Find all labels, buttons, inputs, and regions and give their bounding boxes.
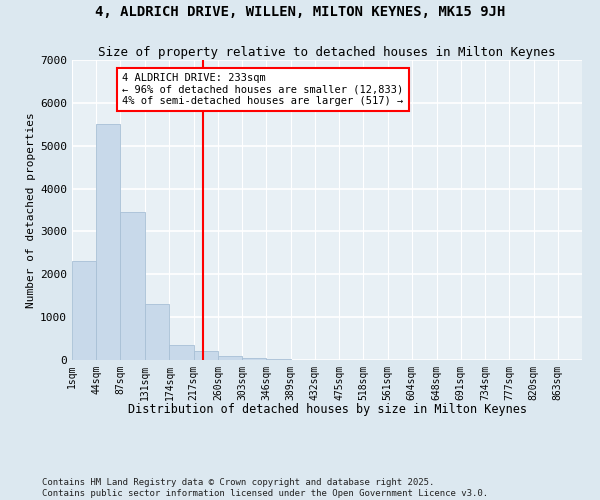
Text: 4 ALDRICH DRIVE: 233sqm
← 96% of detached houses are smaller (12,833)
4% of semi: 4 ALDRICH DRIVE: 233sqm ← 96% of detache… bbox=[122, 73, 403, 106]
X-axis label: Distribution of detached houses by size in Milton Keynes: Distribution of detached houses by size … bbox=[128, 403, 527, 416]
Bar bbox=[96, 124, 121, 360]
Bar bbox=[194, 352, 218, 360]
Bar bbox=[242, 358, 266, 360]
Y-axis label: Number of detached properties: Number of detached properties bbox=[26, 112, 36, 308]
Bar bbox=[218, 356, 242, 360]
Bar bbox=[72, 262, 96, 360]
Bar bbox=[121, 212, 145, 360]
Bar bbox=[169, 345, 194, 360]
Title: Size of property relative to detached houses in Milton Keynes: Size of property relative to detached ho… bbox=[98, 46, 556, 59]
Bar bbox=[145, 304, 169, 360]
Text: Contains HM Land Registry data © Crown copyright and database right 2025.
Contai: Contains HM Land Registry data © Crown c… bbox=[42, 478, 488, 498]
Text: 4, ALDRICH DRIVE, WILLEN, MILTON KEYNES, MK15 9JH: 4, ALDRICH DRIVE, WILLEN, MILTON KEYNES,… bbox=[95, 5, 505, 19]
Bar bbox=[266, 359, 290, 360]
